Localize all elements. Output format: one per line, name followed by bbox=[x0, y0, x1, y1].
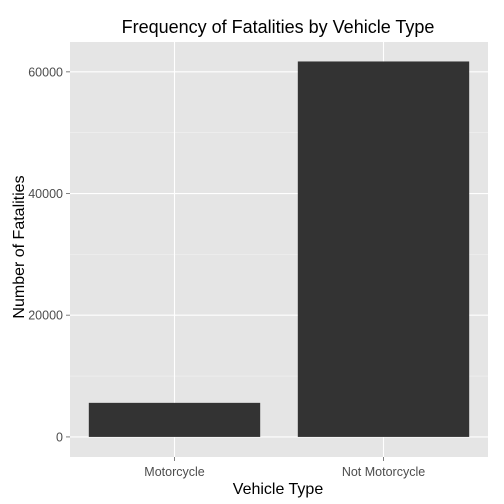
chart-title: Frequency of Fatalities by Vehicle Type bbox=[122, 17, 435, 37]
bar-motorcycle bbox=[88, 402, 261, 437]
x-axis-title: Vehicle Type bbox=[233, 481, 324, 498]
y-tick-label: 20000 bbox=[28, 309, 63, 323]
x-tick-label: Not Motorcycle bbox=[342, 465, 425, 479]
y-tick-label: 0 bbox=[56, 430, 63, 444]
y-axis-title: Number of Fatalities bbox=[11, 175, 28, 318]
y-tick-label: 60000 bbox=[28, 65, 63, 79]
x-tick-label: Motorcycle bbox=[144, 465, 204, 479]
y-tick-label: 40000 bbox=[28, 187, 63, 201]
bar-not-motorcycle bbox=[297, 61, 470, 437]
bars bbox=[88, 61, 470, 437]
axes: 0 20000 40000 60000 Motorcycle Not Motorcycle bbox=[28, 65, 425, 479]
